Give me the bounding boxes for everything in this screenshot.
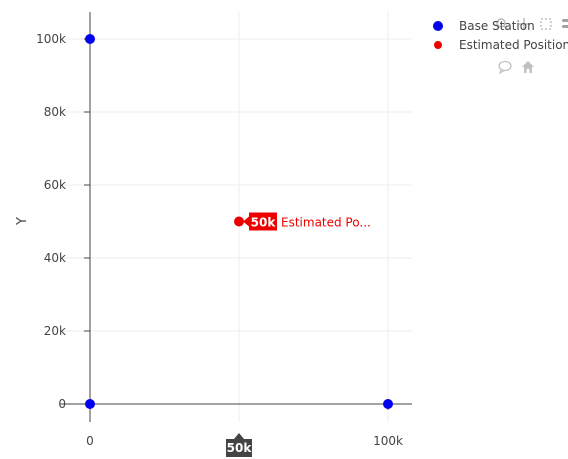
y-tick-label: 60k bbox=[44, 178, 66, 192]
box-select-icon[interactable] bbox=[538, 16, 554, 32]
home-icon[interactable] bbox=[520, 59, 536, 75]
modebar-bottom bbox=[497, 59, 536, 75]
hover-value-box bbox=[249, 212, 277, 231]
x-tick-label: 100k bbox=[373, 434, 403, 448]
axes bbox=[60, 12, 412, 422]
base-station-point[interactable] bbox=[85, 399, 95, 409]
estimated-position-point[interactable] bbox=[234, 216, 244, 227]
hover-value-label: 50k bbox=[251, 216, 277, 230]
y-axis-title: Y bbox=[15, 217, 30, 226]
spike-label: 50k bbox=[227, 441, 253, 455]
hover-trace-label: Estimated Po... bbox=[281, 216, 371, 230]
base-station-point[interactable] bbox=[383, 399, 393, 409]
y-tick-label: 40k bbox=[44, 251, 66, 265]
legend-label: Base Station bbox=[459, 19, 535, 33]
modebar-top bbox=[494, 16, 568, 32]
legend-item-estimated-position[interactable]: Estimated Position bbox=[434, 38, 568, 52]
menu-icon[interactable] bbox=[560, 16, 568, 32]
zoom-icon[interactable] bbox=[494, 16, 510, 32]
y-tick-label: 20k bbox=[44, 324, 66, 338]
legend-marker bbox=[434, 41, 442, 49]
legend-marker bbox=[433, 21, 443, 31]
y-tick-label: 0 bbox=[58, 397, 66, 411]
spike-arrow bbox=[234, 433, 244, 439]
x-tick-label: 0 bbox=[86, 434, 94, 448]
legend[interactable]: Base Station Estimated Position bbox=[433, 19, 568, 52]
data-points[interactable] bbox=[85, 34, 393, 409]
y-tick-label: 80k bbox=[44, 105, 66, 119]
y-axis-ticks: 0 20k 40k 60k 80k 100k bbox=[36, 32, 90, 411]
spike-box bbox=[226, 439, 252, 457]
hover-arrow bbox=[243, 216, 249, 227]
y-tick-label: 100k bbox=[36, 32, 66, 46]
pan-icon[interactable] bbox=[516, 16, 532, 32]
hover-labels: 50k Estimated Po... 50k bbox=[226, 212, 371, 457]
base-station-point[interactable] bbox=[85, 34, 95, 44]
legend-label: Estimated Position bbox=[459, 38, 568, 52]
comment-icon[interactable] bbox=[497, 59, 513, 75]
legend-item-base-station[interactable]: Base Station bbox=[433, 19, 535, 33]
